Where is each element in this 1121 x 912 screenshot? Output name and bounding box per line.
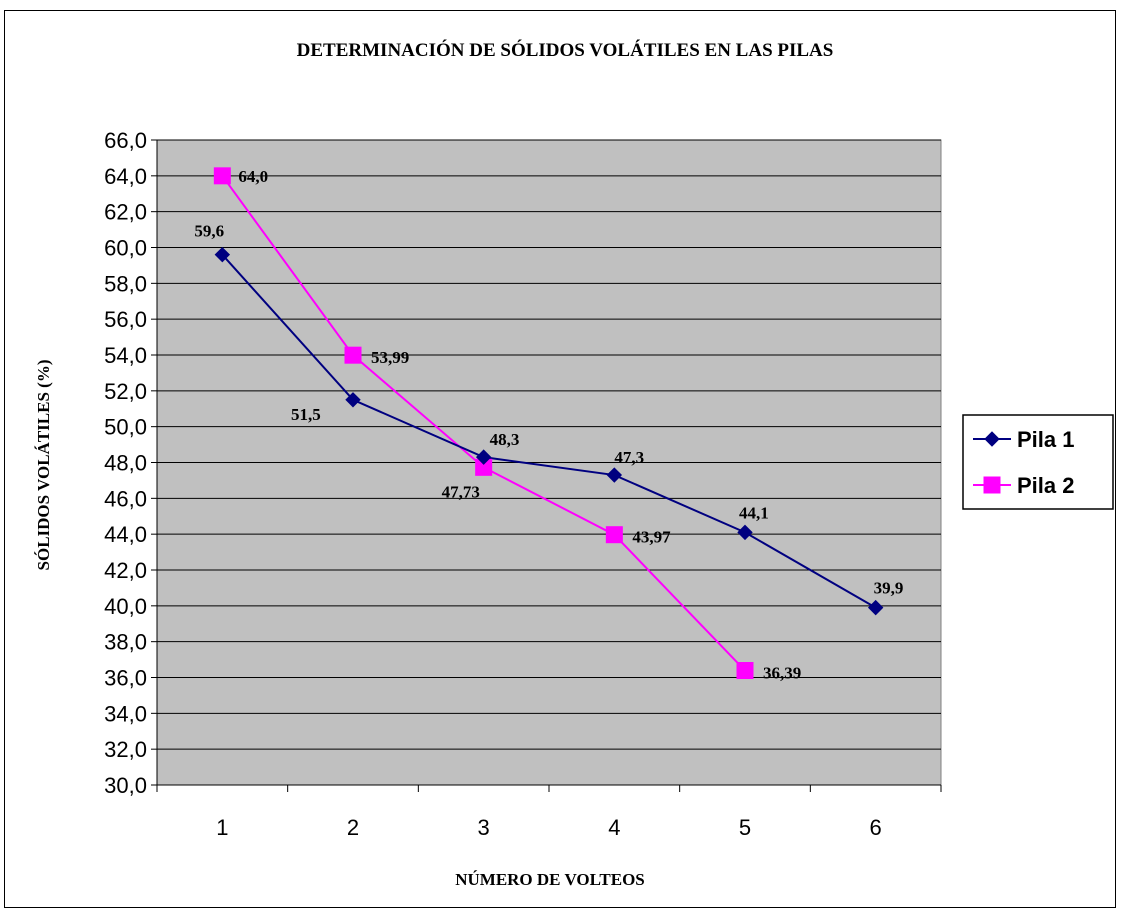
data-point: [867, 599, 884, 616]
y-tick-label: 44,0: [104, 522, 147, 547]
y-tick-label: 30,0: [104, 773, 147, 798]
x-tick-label: 4: [608, 815, 620, 840]
y-tick-label: 62,0: [104, 200, 147, 225]
data-point: [737, 524, 753, 541]
y-tick-label: 58,0: [104, 271, 147, 296]
y-tick-label: 50,0: [104, 415, 147, 440]
y-tick-label: 52,0: [104, 379, 147, 404]
y-tick-label: 46,0: [104, 486, 147, 511]
data-point: [475, 449, 492, 465]
data-label: 59,6: [194, 222, 224, 241]
y-tick-label: 38,0: [104, 630, 147, 655]
series-line-pila-1: [221, 253, 877, 609]
x-tick-label: 6: [870, 815, 882, 840]
y-tick-label: 48,0: [104, 451, 147, 476]
data-label: 53,99: [371, 348, 409, 367]
data-point: [214, 246, 231, 263]
y-tick-label: 66,0: [104, 128, 147, 153]
data-point: [345, 392, 361, 408]
data-point: [606, 467, 623, 483]
data-point: [213, 167, 231, 185]
y-tick-label: 60,0: [104, 236, 147, 261]
data-point: [605, 526, 623, 544]
legend-marker: [984, 431, 1000, 447]
data-label: 44,1: [739, 503, 769, 522]
data-point: [736, 662, 754, 680]
chart-title: DETERMINACIÓN DE SÓLIDOS VOLÁTILES EN LA…: [296, 40, 834, 61]
x-axis-label: NÚMERO DE VOLTEOS: [455, 870, 645, 889]
legend-label: Pila 2: [1017, 473, 1074, 498]
data-label: 64,0: [238, 167, 268, 186]
data-label: 43,97: [632, 528, 671, 547]
y-tick-label: 40,0: [104, 594, 147, 619]
data-point: [344, 346, 362, 364]
data-label: 47,73: [442, 482, 480, 501]
data-label: 51,5: [291, 405, 321, 424]
x-tick-label: 1: [216, 815, 228, 840]
data-label: 47,3: [614, 448, 644, 467]
legend-marker: [983, 476, 1001, 494]
y-tick-label: 36,0: [104, 666, 147, 691]
data-label: 48,3: [490, 430, 520, 449]
x-tick-label: 2: [347, 815, 359, 840]
y-tick-label: 34,0: [104, 701, 147, 726]
y-tick-label: 42,0: [104, 558, 147, 583]
y-tick-label: 56,0: [104, 307, 147, 332]
y-tick-label: 64,0: [104, 164, 147, 189]
legend-label: Pila 1: [1017, 427, 1074, 452]
data-label: 39,9: [874, 579, 904, 598]
x-tick-label: 5: [739, 815, 751, 840]
y-tick-label: 54,0: [104, 343, 147, 368]
x-tick-label: 3: [478, 815, 490, 840]
y-tick-label: 32,0: [104, 737, 147, 762]
data-label: 36,39: [763, 664, 801, 683]
